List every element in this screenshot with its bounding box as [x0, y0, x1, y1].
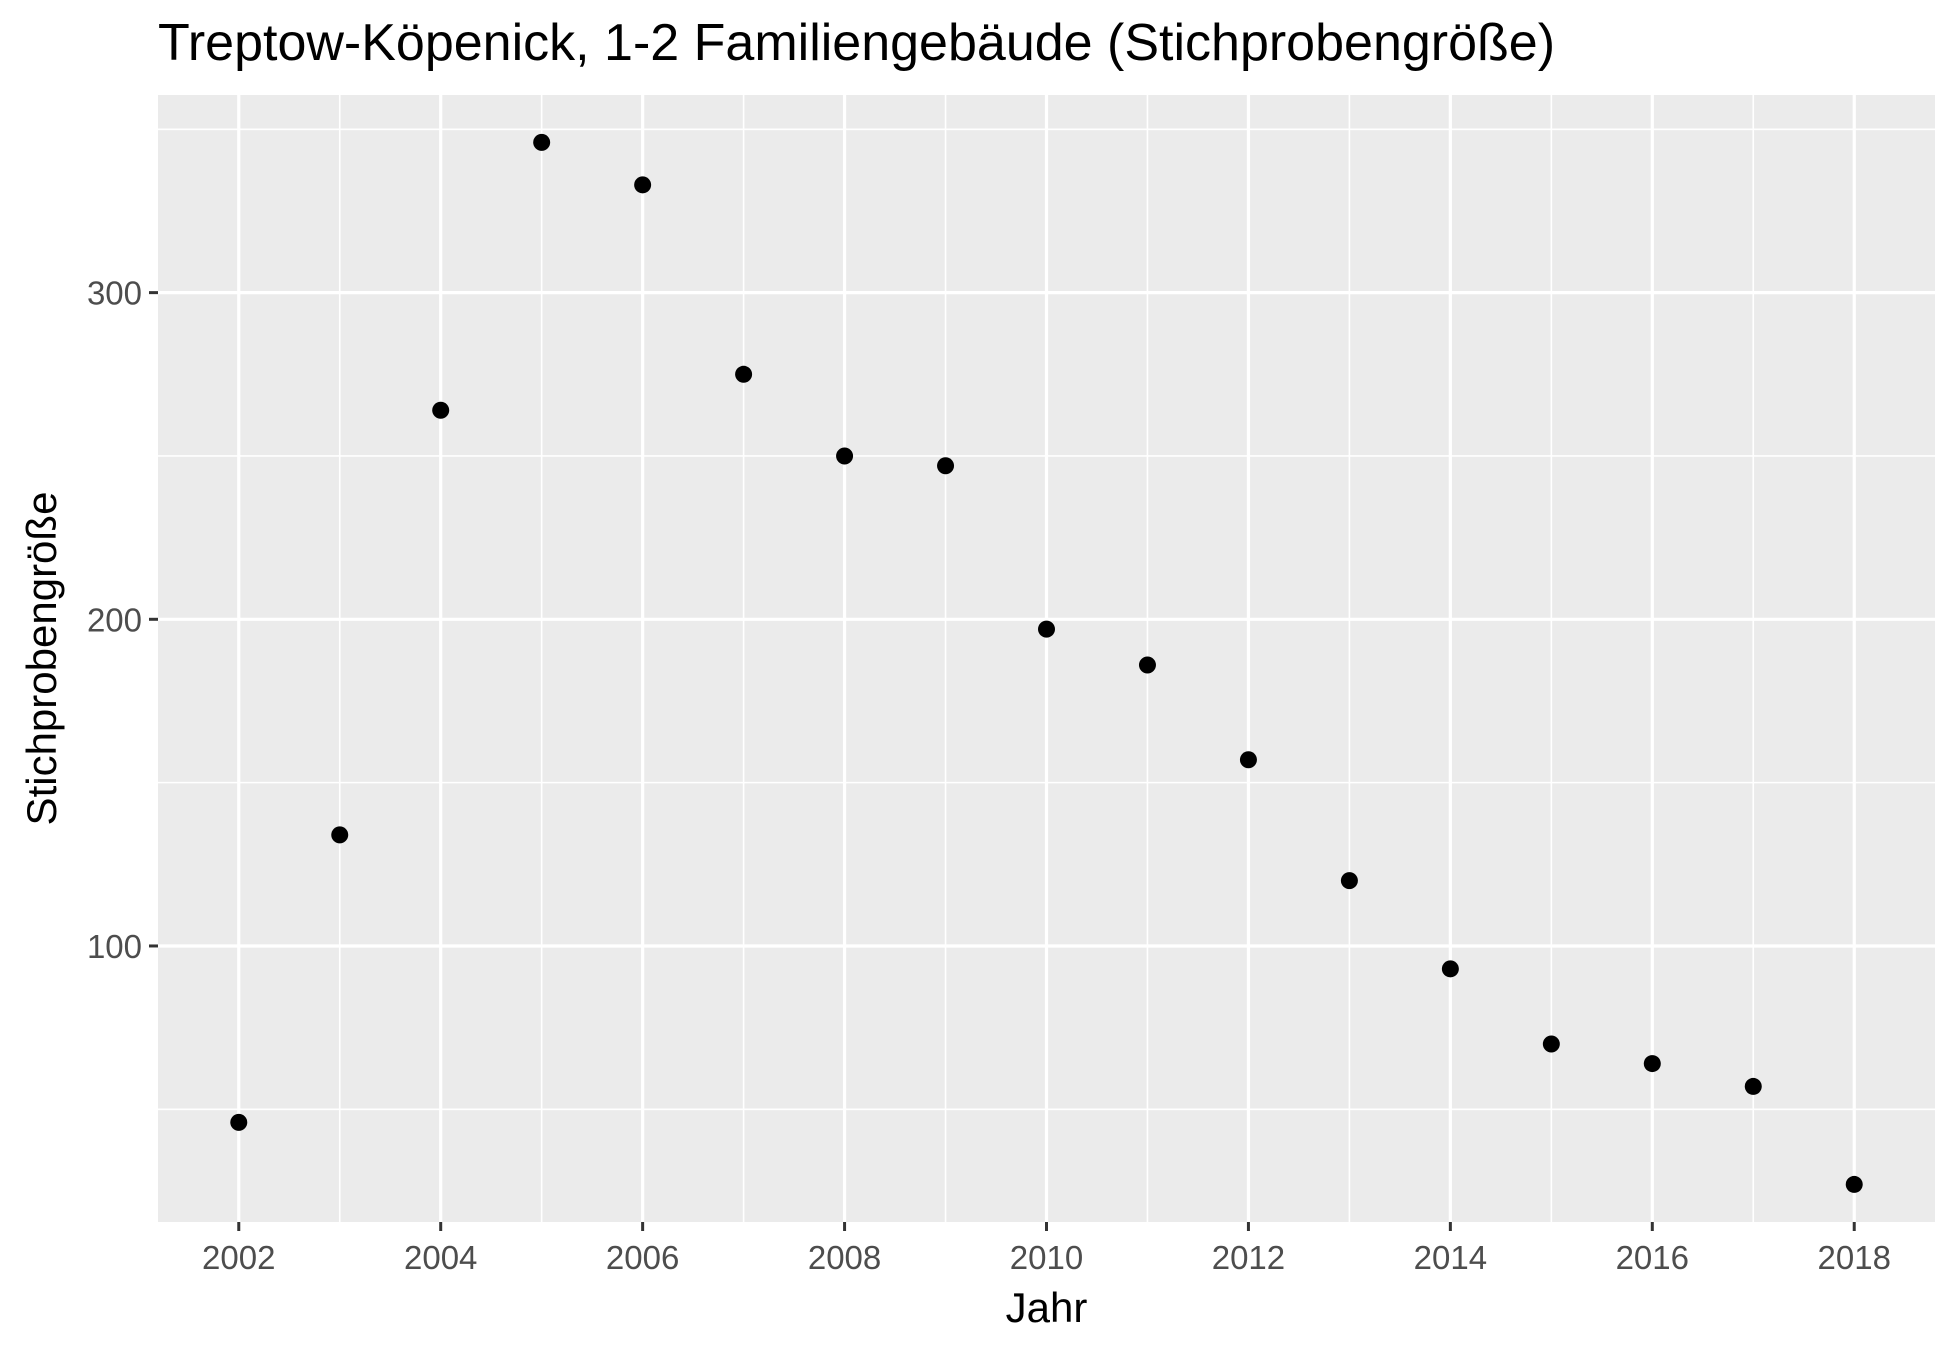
x-tick-labels: 2002 2004 2006 2008 2010 2012 2014 2016 2018 — [202, 1239, 1891, 1276]
chart-title: Treptow-Köpenick, 1-2 Familiengebäude (S… — [158, 14, 1555, 72]
x-tick-label: 2004 — [404, 1239, 477, 1276]
data-point — [230, 1113, 248, 1131]
y-tick-label: 300 — [87, 275, 142, 312]
y-tick-label: 100 — [87, 928, 142, 965]
data-point — [1138, 656, 1156, 674]
x-tick-label: 2002 — [202, 1239, 275, 1276]
data-point — [1744, 1077, 1762, 1095]
x-tick-label: 2008 — [808, 1239, 881, 1276]
data-point — [1643, 1055, 1661, 1073]
data-point — [432, 401, 450, 419]
data-point — [533, 133, 551, 151]
data-point — [735, 365, 753, 383]
x-axis-title: Jahr — [1006, 1284, 1088, 1331]
major-gridlines — [158, 95, 1935, 1222]
data-point — [634, 176, 652, 194]
data-point — [1542, 1035, 1560, 1053]
data-point — [331, 826, 349, 844]
y-tick-label: 200 — [87, 601, 142, 638]
data-point — [937, 457, 955, 475]
x-tick-label: 2016 — [1616, 1239, 1689, 1276]
x-tick-label: 2018 — [1818, 1239, 1891, 1276]
data-point — [1038, 620, 1055, 638]
x-tick-label: 2014 — [1414, 1239, 1487, 1276]
x-tick-label: 2010 — [1010, 1239, 1083, 1276]
data-point — [1340, 872, 1358, 890]
axis-ticks — [149, 291, 1856, 1231]
data-point — [1845, 1175, 1863, 1193]
data-point — [836, 447, 854, 465]
data-points — [230, 133, 1863, 1193]
x-tick-label: 2006 — [606, 1239, 679, 1276]
y-axis-title: Stichprobengröße — [18, 492, 65, 826]
data-point — [1441, 960, 1459, 978]
x-tick-label: 2012 — [1212, 1239, 1285, 1276]
y-tick-labels: 100 200 300 — [87, 275, 142, 965]
data-point — [1239, 751, 1257, 769]
